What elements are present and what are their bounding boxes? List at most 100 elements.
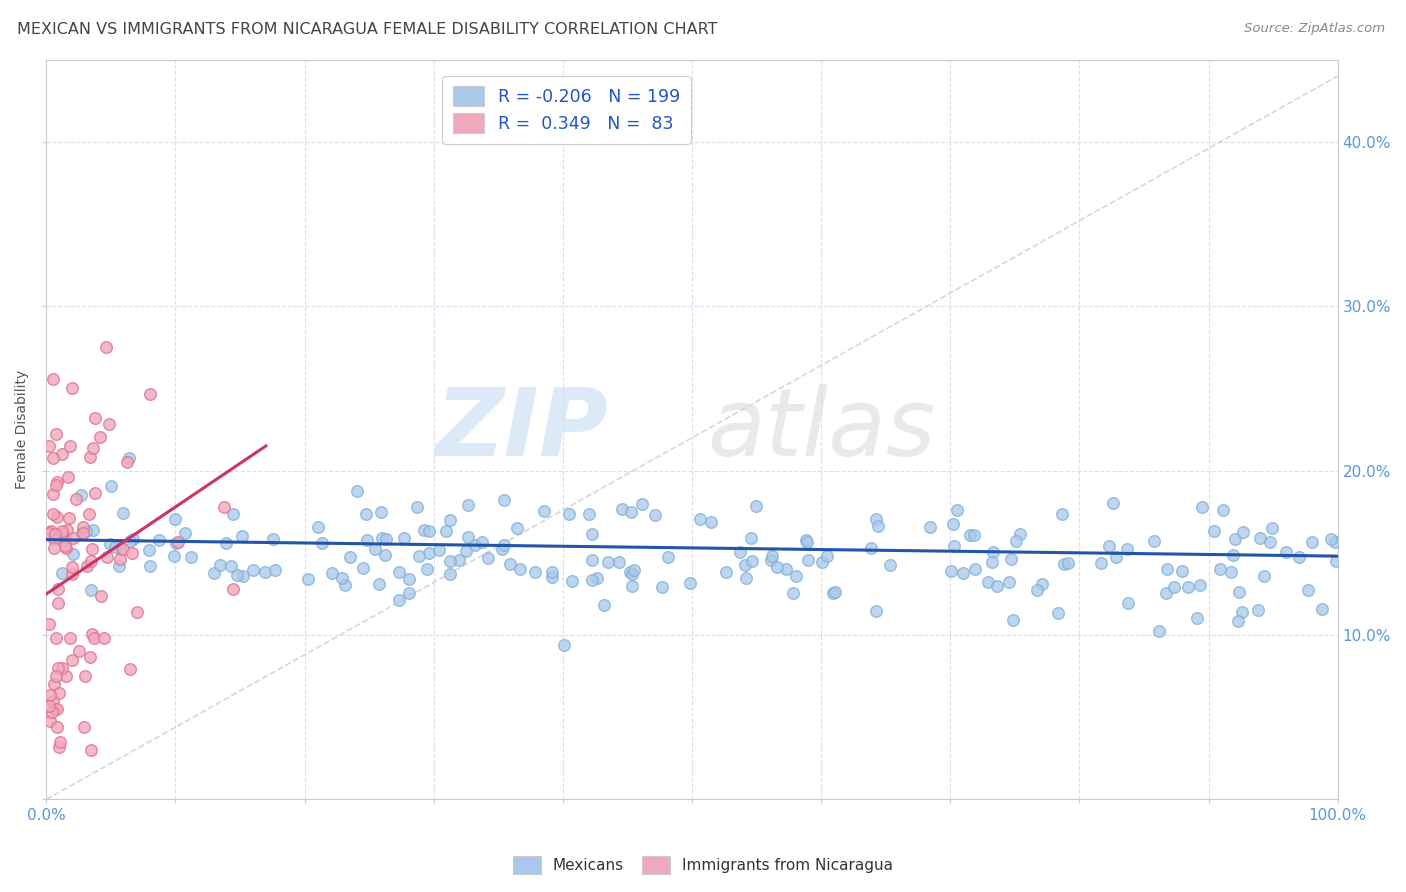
- Point: [222, 508, 245, 522]
- Point: [766, 559, 789, 574]
- Point: [553, 638, 575, 652]
- Point: [42, 372, 65, 386]
- Point: [163, 549, 186, 564]
- Point: [51, 524, 73, 539]
- Point: [104, 541, 127, 555]
- Point: [356, 533, 378, 548]
- Point: [977, 574, 1000, 589]
- Point: [80, 626, 103, 640]
- Text: MEXICAN VS IMMIGRANTS FROM NICARAGUA FEMALE DISABILITY CORRELATION CHART: MEXICAN VS IMMIGRANTS FROM NICARAGUA FEM…: [17, 22, 717, 37]
- Point: [112, 507, 135, 521]
- Point: [38, 698, 60, 713]
- Point: [1275, 545, 1298, 559]
- Point: [965, 562, 987, 576]
- Point: [297, 573, 319, 587]
- Point: [942, 516, 965, 531]
- Point: [586, 571, 609, 585]
- Point: [44, 541, 66, 556]
- Point: [138, 558, 160, 573]
- Point: [368, 576, 391, 591]
- Point: [620, 505, 643, 519]
- Point: [311, 536, 333, 550]
- Text: atlas: atlas: [707, 384, 935, 475]
- Point: [1005, 533, 1028, 548]
- Point: [94, 340, 117, 354]
- Point: [51, 526, 73, 541]
- Text: Source: ZipAtlas.com: Source: ZipAtlas.com: [1244, 22, 1385, 36]
- Point: [761, 549, 783, 564]
- Point: [859, 541, 882, 556]
- Point: [388, 593, 411, 607]
- Point: [75, 524, 97, 539]
- Point: [620, 579, 643, 593]
- Text: ZIP: ZIP: [436, 384, 607, 475]
- Point: [354, 508, 377, 522]
- Legend: R = -0.206   N = 199, R =  0.349   N =  83: R = -0.206 N = 199, R = 0.349 N = 83: [443, 76, 690, 144]
- Point: [427, 542, 450, 557]
- Point: [1177, 580, 1199, 594]
- Point: [1090, 556, 1112, 570]
- Point: [118, 533, 141, 548]
- Point: [439, 513, 461, 527]
- Point: [42, 677, 65, 691]
- Point: [84, 411, 107, 425]
- Point: [824, 585, 846, 599]
- Point: [981, 545, 1004, 559]
- Point: [45, 631, 67, 645]
- Point: [1261, 521, 1284, 535]
- Point: [73, 720, 96, 734]
- Point: [65, 491, 87, 506]
- Point: [374, 532, 396, 546]
- Point: [111, 542, 134, 557]
- Point: [471, 535, 494, 549]
- Point: [41, 705, 63, 719]
- Point: [219, 559, 242, 574]
- Point: [1219, 565, 1241, 579]
- Point: [209, 558, 232, 573]
- Point: [1147, 624, 1170, 638]
- Point: [610, 501, 633, 516]
- Point: [42, 532, 65, 546]
- Point: [45, 669, 67, 683]
- Point: [100, 479, 122, 493]
- Point: [1310, 602, 1333, 616]
- Point: [865, 511, 887, 525]
- Point: [180, 549, 202, 564]
- Point: [46, 475, 69, 490]
- Point: [439, 567, 461, 582]
- Point: [782, 586, 804, 600]
- Point: [998, 575, 1021, 590]
- Point: [644, 508, 666, 522]
- Point: [1324, 535, 1347, 549]
- Point: [679, 575, 702, 590]
- Point: [745, 499, 768, 513]
- Point: [491, 541, 513, 556]
- Point: [1253, 569, 1275, 583]
- Point: [581, 553, 603, 567]
- Point: [346, 483, 368, 498]
- Point: [1189, 578, 1212, 592]
- Point: [139, 387, 162, 401]
- Point: [62, 547, 84, 561]
- Point: [1116, 596, 1139, 610]
- Point: [42, 451, 65, 466]
- Point: [321, 566, 343, 581]
- Point: [80, 582, 103, 597]
- Point: [796, 534, 818, 549]
- Point: [352, 560, 374, 574]
- Point: [651, 580, 673, 594]
- Point: [55, 541, 77, 556]
- Point: [72, 520, 94, 534]
- Point: [447, 553, 470, 567]
- Point: [578, 508, 600, 522]
- Point: [1101, 496, 1123, 510]
- Point: [1026, 582, 1049, 597]
- Point: [868, 518, 890, 533]
- Point: [1031, 577, 1053, 591]
- Point: [226, 567, 249, 582]
- Point: [388, 565, 411, 579]
- Point: [1000, 551, 1022, 566]
- Point: [1247, 603, 1270, 617]
- Point: [413, 523, 436, 537]
- Point: [242, 563, 264, 577]
